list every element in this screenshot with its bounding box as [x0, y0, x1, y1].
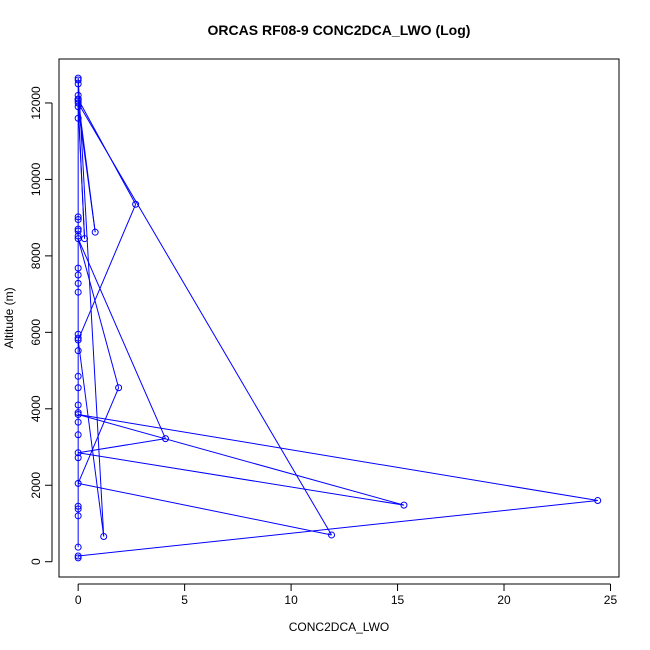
series-line-segment — [77, 238, 166, 439]
y-tick-label: 10000 — [29, 162, 43, 196]
data-point — [100, 532, 108, 540]
data-point — [74, 264, 82, 272]
data-point — [74, 225, 82, 233]
data-point — [74, 502, 82, 510]
y-tick-label: 2000 — [29, 472, 43, 499]
data-point — [161, 435, 169, 443]
data-point — [594, 497, 602, 505]
series-line-segment — [77, 78, 105, 537]
data-point — [74, 431, 82, 439]
series-line-segment — [78, 414, 598, 502]
data-point — [74, 479, 82, 487]
y-tick-label: 12000 — [29, 86, 43, 120]
data-point — [91, 228, 99, 236]
y-axis-label: Altitude (m) — [2, 287, 16, 348]
data-point — [74, 512, 82, 520]
data-point — [74, 216, 82, 224]
data-point — [400, 501, 408, 509]
x-tick-label: 10 — [284, 593, 298, 607]
data-point — [74, 271, 82, 279]
data-point — [74, 97, 82, 105]
data-point — [74, 80, 82, 88]
data-point — [74, 411, 82, 419]
y-tick-label: 8000 — [29, 242, 43, 269]
series-line-segment — [78, 500, 598, 557]
y-tick-label: 6000 — [29, 319, 43, 346]
data-point — [81, 235, 89, 243]
series-line-segment — [77, 98, 137, 205]
x-axis-label: CONC2DCA_LWO — [289, 620, 389, 634]
series-layer — [74, 74, 602, 562]
series-line-segment — [78, 414, 405, 506]
x-tick-label: 15 — [391, 593, 405, 607]
x-tick-label: 20 — [497, 593, 511, 607]
x-tick-label: 0 — [75, 593, 82, 607]
data-point — [74, 347, 82, 355]
x-axis: 0 5 10 15 20 25 — [75, 583, 618, 607]
data-point — [74, 552, 82, 560]
data-point — [74, 372, 82, 380]
data-point — [74, 227, 82, 235]
series-line-segment — [77, 238, 120, 388]
data-point — [328, 531, 336, 539]
data-point — [74, 213, 82, 221]
data-point — [74, 543, 82, 551]
data-point — [74, 330, 82, 338]
data-point — [74, 454, 82, 462]
data-point — [74, 384, 82, 392]
data-point — [74, 409, 82, 417]
series-line-segment — [77, 106, 86, 239]
data-point — [74, 288, 82, 296]
series-line-segment — [77, 339, 105, 537]
plot-frame — [58, 58, 620, 578]
series-line-segment — [77, 204, 137, 341]
y-tick-label: 0 — [29, 558, 43, 565]
series-line-segment — [77, 102, 332, 536]
y-tick-label: 4000 — [29, 395, 43, 422]
data-point — [74, 505, 82, 513]
x-tick-label: 25 — [604, 593, 618, 607]
series-line-segment — [78, 482, 332, 536]
data-point — [74, 279, 82, 287]
y-axis: 0 2000 4000 6000 8000 10000 12000 — [29, 86, 53, 565]
data-point — [132, 200, 140, 208]
series-line-segment — [78, 452, 405, 506]
data-point — [74, 401, 82, 409]
data-point — [74, 449, 82, 457]
data-point — [74, 232, 82, 240]
data-point — [74, 554, 82, 562]
data-point — [74, 418, 82, 426]
data-point — [74, 76, 82, 84]
chart-title: ORCAS RF08-9 CONC2DCA_LWO (Log) — [208, 22, 471, 38]
data-point — [74, 114, 82, 122]
x-tick-label: 5 — [181, 593, 188, 607]
data-point — [74, 95, 82, 103]
data-point — [74, 334, 82, 342]
data-point — [115, 384, 123, 392]
data-point — [74, 99, 82, 107]
